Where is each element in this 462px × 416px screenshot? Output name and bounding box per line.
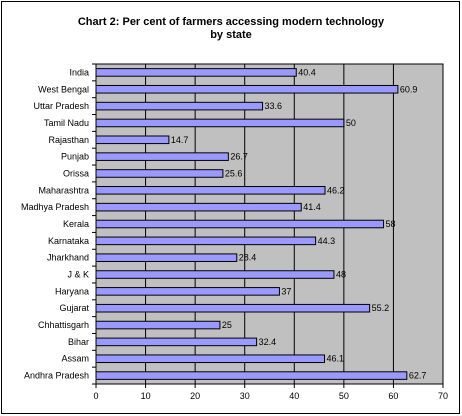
category-label: Assam xyxy=(61,354,89,364)
data-label: 60.9 xyxy=(400,84,418,94)
bar xyxy=(95,186,326,195)
category-label: J & K xyxy=(67,270,89,280)
data-label: 41.4 xyxy=(303,202,321,212)
chart-title-line-1: Chart 2: Per cent of farmers accessing m… xyxy=(77,16,385,28)
bar xyxy=(95,320,221,330)
bar xyxy=(95,118,345,128)
bar xyxy=(95,84,399,94)
data-label: 44.3 xyxy=(318,236,336,246)
bar xyxy=(95,270,335,279)
category-label: Uttar Pradesh xyxy=(33,101,89,111)
category-label: Chhattisgarh xyxy=(38,320,89,330)
data-label: 55.2 xyxy=(372,303,390,313)
category-label: Karnataka xyxy=(48,236,89,246)
bar xyxy=(95,236,317,246)
category-label: Bihar xyxy=(68,337,89,347)
category-label: West Bengal xyxy=(38,84,89,94)
category-label: Haryana xyxy=(55,286,89,296)
data-label: 48 xyxy=(336,270,346,280)
data-label: 28.4 xyxy=(239,253,257,263)
bar xyxy=(95,101,264,111)
category-label: Maharashtra xyxy=(38,185,89,195)
bar xyxy=(95,135,170,145)
data-label: 32.4 xyxy=(259,337,277,347)
data-label: 37 xyxy=(281,286,291,296)
category-label: Andhra Pradesh xyxy=(24,371,89,381)
data-label: 46.1 xyxy=(327,354,345,364)
data-label: 46.2 xyxy=(327,185,345,195)
data-label: 33.6 xyxy=(265,101,283,111)
chart-title: Chart 2: Per cent of farmers accessing m… xyxy=(0,16,462,42)
data-label: 40.4 xyxy=(298,67,316,77)
category-label: Orissa xyxy=(63,168,89,178)
x-tick-label: 10 xyxy=(141,391,151,401)
data-label: 50 xyxy=(346,118,356,128)
bar xyxy=(95,253,238,262)
data-label: 26.7 xyxy=(230,152,248,162)
category-label: Madhya Pradesh xyxy=(21,202,89,212)
x-tick-label: 70 xyxy=(438,391,448,401)
data-label: 25 xyxy=(222,320,232,330)
bar xyxy=(95,354,326,364)
data-label: 58 xyxy=(386,219,396,229)
data-label: 14.7 xyxy=(171,135,189,145)
x-tick-label: 0 xyxy=(93,391,98,401)
bar xyxy=(95,152,229,161)
category-label: Punjab xyxy=(61,152,89,162)
bar xyxy=(95,287,280,296)
category-label: Jharkhand xyxy=(47,253,89,263)
bar xyxy=(95,219,385,229)
category-label: India xyxy=(69,67,89,77)
x-tick-label: 50 xyxy=(339,391,349,401)
chart-title-line-2: by state xyxy=(210,29,252,41)
bar xyxy=(95,303,371,313)
category-label: Kerala xyxy=(63,219,89,229)
bar xyxy=(95,337,258,347)
data-label: 25.6 xyxy=(225,168,243,178)
bar xyxy=(95,68,297,77)
x-tick-label: 60 xyxy=(388,391,398,401)
x-tick-label: 20 xyxy=(190,391,200,401)
data-label: 62.7 xyxy=(409,371,427,381)
category-label: Gujarat xyxy=(59,303,89,313)
bar xyxy=(95,371,408,380)
category-label: Rajasthan xyxy=(48,135,89,145)
x-tick-label: 40 xyxy=(289,391,299,401)
x-tick-label: 30 xyxy=(240,391,250,401)
category-label: Tamil Nadu xyxy=(44,118,89,128)
bar xyxy=(95,169,224,178)
bar xyxy=(95,202,302,212)
